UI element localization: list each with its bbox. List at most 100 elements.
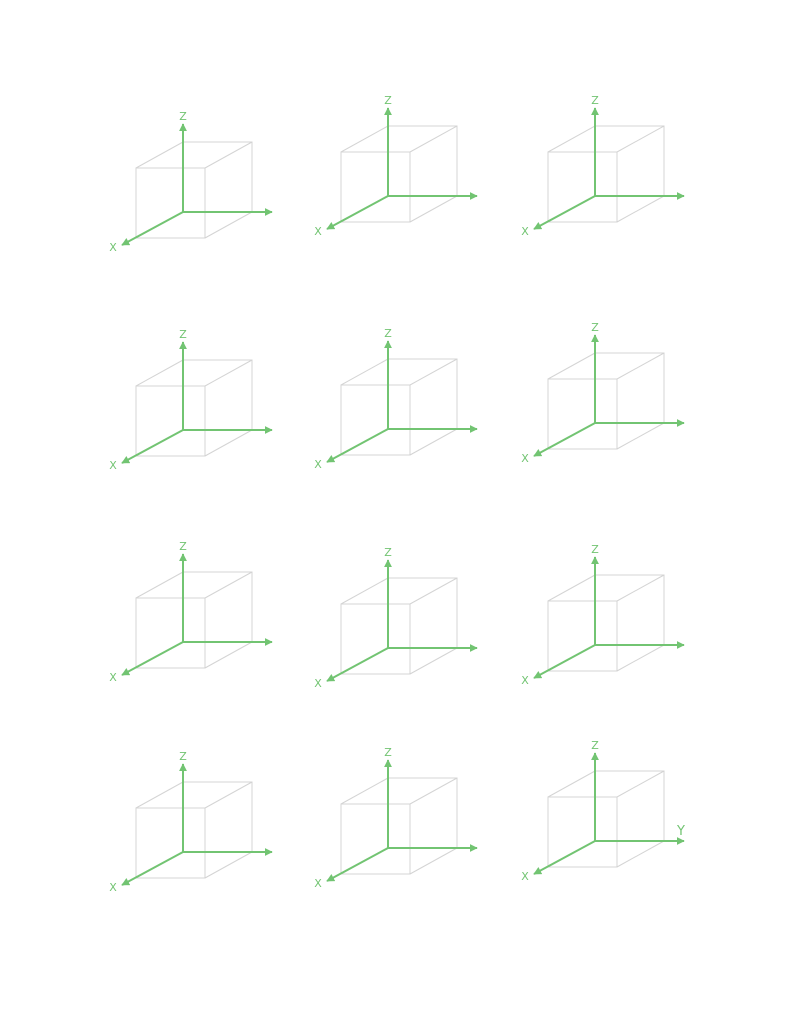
- z-axis-label: Z: [179, 328, 187, 341]
- x-axis-arrow: [326, 428, 389, 463]
- cube-depth-edge-2: [409, 777, 458, 805]
- cube-front-face: [135, 167, 206, 239]
- x-axis-label: X: [109, 241, 117, 254]
- wireframe-cube: [340, 577, 458, 675]
- cube-depth-edge-2: [409, 125, 458, 153]
- z-axis-label: Z: [384, 546, 392, 559]
- cube-depth-edge-2: [616, 574, 665, 602]
- x-axis-arrow: [121, 641, 184, 676]
- z-axis-label: Z: [591, 94, 599, 107]
- cube-depth-edge-4: [204, 211, 253, 239]
- wireframe-cube: [547, 574, 665, 672]
- cube-depth-edge-4: [409, 647, 458, 675]
- cube-back-face: [387, 125, 458, 197]
- x-axis-label: X: [521, 225, 529, 238]
- cube-depth-edge-1: [340, 358, 389, 386]
- x-axis-arrow: [533, 195, 596, 230]
- cube-depth-edge-1: [340, 125, 389, 153]
- wireframe-cube: [340, 358, 458, 456]
- cube-depth-edge-4: [204, 851, 253, 879]
- axes-diagram-r2c3: ZX: [521, 321, 685, 465]
- z-axis-label: Z: [179, 110, 187, 123]
- cube-back-face: [387, 777, 458, 849]
- wireframe-cube: [340, 777, 458, 875]
- z-axis-label: Z: [179, 540, 187, 553]
- z-axis-label: Z: [591, 543, 599, 556]
- axes-diagram-r3c3: ZX: [521, 543, 685, 687]
- x-axis-arrow: [533, 422, 596, 457]
- cube-front-face: [547, 378, 618, 450]
- cube-back-face: [182, 571, 253, 643]
- wireframe-cube: [547, 770, 665, 868]
- axes-diagram-r3c1: ZX: [109, 540, 273, 684]
- wireframe-cube: [135, 359, 253, 457]
- cube-front-face: [547, 151, 618, 223]
- axes-diagram-r1c2: ZX: [314, 94, 478, 238]
- x-axis-arrow: [326, 195, 389, 230]
- x-axis-label: X: [521, 452, 529, 465]
- axes-diagram-r2c1: ZX: [109, 328, 273, 472]
- cube-front-face: [547, 796, 618, 868]
- z-axis-label: Z: [384, 746, 392, 759]
- wireframe-cube: [135, 141, 253, 239]
- cube-depth-edge-1: [547, 770, 596, 798]
- y-axis-label: Y: [676, 824, 685, 839]
- cube-back-face: [594, 125, 665, 197]
- cube-front-face: [135, 807, 206, 879]
- cube-depth-edge-1: [547, 574, 596, 602]
- cube-front-face: [340, 603, 411, 675]
- cube-depth-edge-2: [616, 770, 665, 798]
- x-axis-label: X: [109, 881, 117, 894]
- x-axis-label: X: [314, 225, 322, 238]
- cube-depth-edge-1: [340, 577, 389, 605]
- x-axis-arrow: [533, 644, 596, 679]
- cube-depth-edge-1: [547, 125, 596, 153]
- cube-depth-edge-2: [409, 577, 458, 605]
- wireframe-cube: [547, 125, 665, 223]
- cube-back-face: [387, 577, 458, 649]
- x-axis-arrow: [326, 647, 389, 682]
- cube-back-face: [182, 141, 253, 213]
- cube-back-face: [182, 781, 253, 853]
- axes-diagram-r1c1: ZX: [109, 110, 273, 254]
- cube-front-face: [340, 384, 411, 456]
- cube-depth-edge-1: [135, 781, 184, 809]
- cube-depth-edge-2: [204, 359, 253, 387]
- cube-depth-edge-4: [409, 195, 458, 223]
- x-axis-label: X: [109, 671, 117, 684]
- x-axis-label: X: [521, 870, 529, 883]
- axes-diagram-r2c2: ZX: [314, 327, 478, 471]
- cube-depth-edge-4: [204, 641, 253, 669]
- cube-depth-edge-1: [547, 352, 596, 380]
- cube-depth-edge-4: [409, 428, 458, 456]
- z-axis-label: Z: [179, 750, 187, 763]
- wireframe-cube: [340, 125, 458, 223]
- cube-depth-edge-2: [204, 781, 253, 809]
- cube-depth-edge-2: [409, 358, 458, 386]
- axes-diagram-r4c3: Z X Y: [521, 739, 685, 883]
- cube-back-face: [594, 352, 665, 424]
- cube-depth-edge-2: [204, 141, 253, 169]
- x-axis-label: X: [109, 459, 117, 472]
- wireframe-cube: [547, 352, 665, 450]
- z-axis-label: Z: [591, 321, 599, 334]
- cube-depth-edge-1: [135, 359, 184, 387]
- x-axis-arrow: [121, 851, 184, 886]
- cube-back-face: [387, 358, 458, 430]
- x-axis-label: X: [521, 674, 529, 687]
- cube-front-face: [547, 600, 618, 672]
- axes-diagram-r1c3: ZX: [521, 94, 685, 238]
- cube-depth-edge-4: [204, 429, 253, 457]
- axes-diagram-r3c2: ZX: [314, 546, 478, 690]
- cube-depth-edge-2: [616, 352, 665, 380]
- axes-diagram-r4c2: ZX: [314, 746, 478, 890]
- x-axis-arrow: [533, 840, 596, 875]
- cube-depth-edge-4: [616, 840, 665, 868]
- axes-diagram-r4c1: ZX: [109, 750, 273, 894]
- cube-depth-edge-4: [616, 195, 665, 223]
- cube-front-face: [135, 385, 206, 457]
- cube-back-face: [182, 359, 253, 431]
- x-axis-arrow: [121, 211, 184, 246]
- x-axis-label: X: [314, 877, 322, 890]
